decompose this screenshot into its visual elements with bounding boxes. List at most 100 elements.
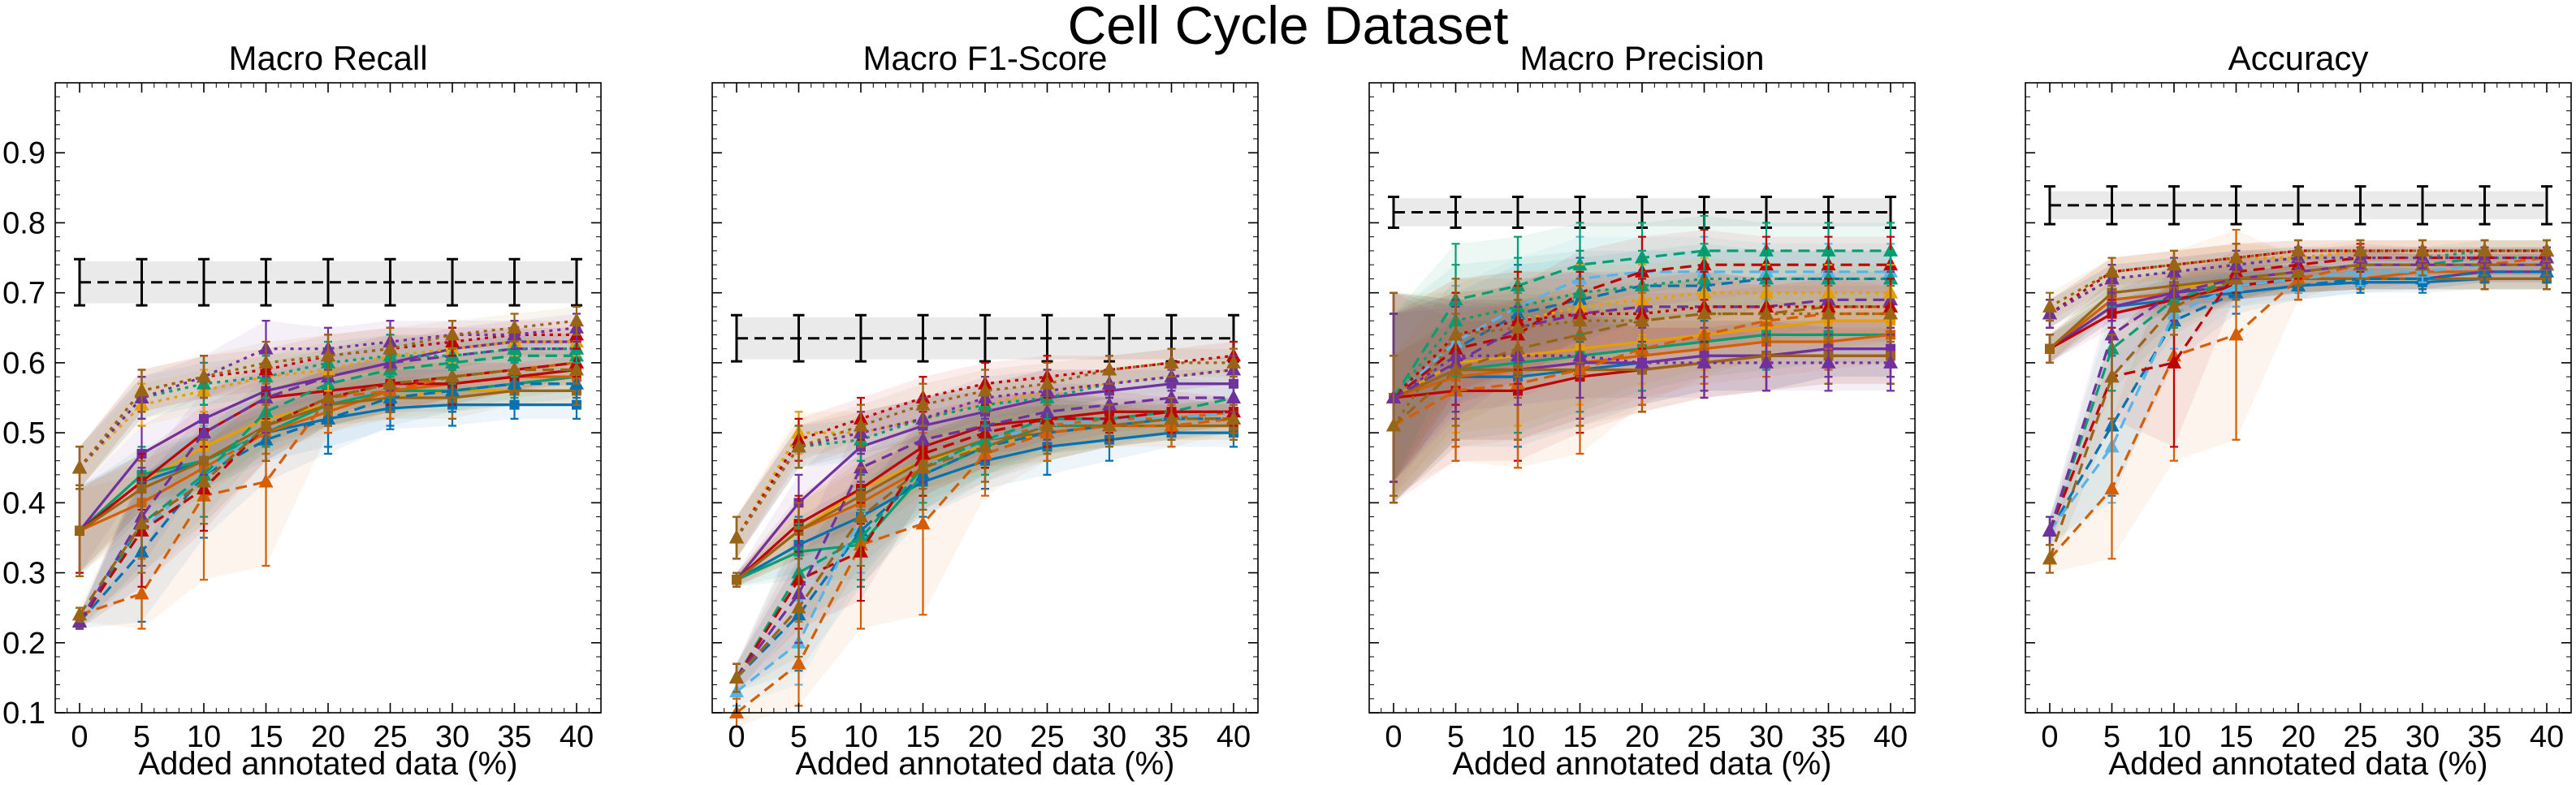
- chart-0-x-axis-label: Added annotated data (%): [138, 746, 517, 782]
- chart-1-series-10-point: [791, 655, 806, 670]
- panel-macro-precision: Macro Precision Added annotated data (%) 0…: [1368, 39, 1916, 782]
- chart-0-y-tick-label: 0.4: [2, 486, 45, 520]
- chart-0-series-12-point: [197, 425, 211, 439]
- chart-0-reference-errorbar: [198, 257, 210, 307]
- chart-1-reference-errorbar: [917, 313, 929, 363]
- chart-3-reference-errorbar: [2168, 185, 2180, 226]
- chart-0-series-13-line: [78, 368, 577, 616]
- chart-3-series-17-line: [2049, 256, 2547, 315]
- chart-1-series-18: [729, 347, 1241, 560]
- macro-f1-score-title: Macro F1-Score: [862, 39, 1107, 77]
- chart-0-series-13-point: [445, 369, 460, 383]
- chart-0-series-10-point: [258, 473, 274, 488]
- chart-0-x-tick-label: 10: [187, 720, 221, 754]
- chart-0-y-tick-label: 0.9: [2, 136, 45, 170]
- chart-3-reference-errorbar: [2541, 185, 2552, 226]
- chart-0-x-tick-label: 20: [311, 720, 345, 754]
- chart-1-series-18-point: [978, 382, 992, 397]
- chart-1-series-18-point: [791, 438, 806, 453]
- chart-1-series-12-point: [1164, 390, 1179, 403]
- chart-2-series-18-point: [1635, 313, 1649, 327]
- chart-0-series-13-point: [72, 606, 87, 621]
- chart-0-x-tick-label: 30: [435, 720, 469, 754]
- chart-0-series-13-point: [134, 515, 149, 530]
- chart-3-series-18-point: [2291, 242, 2306, 257]
- chart-0-x-tick-label: 25: [373, 720, 407, 754]
- chart-0-series-18-point: [321, 347, 335, 362]
- chart-1-series-18-point: [1102, 361, 1117, 376]
- chart-1-series-12-point: [1226, 390, 1241, 403]
- chart-3-reference-errorbar: [2479, 185, 2491, 226]
- chart-2-series-17-point: [1696, 354, 1712, 369]
- chart-0-y-tick-label: 0.3: [2, 557, 45, 591]
- chart-0-series-15-line: [78, 347, 577, 469]
- chart-3-series-18-line: [2049, 249, 2547, 308]
- chart-2-reference-errorbar: [1512, 196, 1524, 229]
- chart-3-series-18-point: [2353, 242, 2368, 257]
- chart-0-reference-errorbar: [447, 257, 458, 307]
- chart-3-reference-errorbar: [2354, 185, 2366, 226]
- chart-1-series-9-line: [735, 396, 1234, 679]
- chart-0-series-18-point: [197, 369, 211, 383]
- chart-1-series-12-point: [854, 459, 868, 474]
- chart-0-reference-errorbar: [74, 257, 85, 307]
- chart-3-series-10-point: [2104, 481, 2120, 495]
- chart-2-series-8-line: [1392, 270, 1891, 399]
- chart-3-series-18-point: [2104, 263, 2120, 278]
- chart-0-y-tick-label: 0.7: [2, 277, 45, 311]
- chart-0-series-16-line: [78, 333, 577, 469]
- chart-1-series-13-point: [915, 459, 931, 474]
- chart-0-series-18-point: [383, 340, 398, 355]
- chart-0-series-9-line: [78, 354, 577, 623]
- chart-2-series-18-line: [1392, 312, 1891, 427]
- chart-2-x-axis-label: Added annotated data (%): [1452, 746, 1831, 782]
- chart-0-y-tick-label: 0.5: [2, 416, 45, 451]
- chart-0-reference-errorbar: [508, 257, 521, 307]
- chart-2-x-tick-label: 20: [1625, 720, 1659, 754]
- chart-0-reference-errorbar: [571, 257, 582, 307]
- chart-0-series-18-point: [134, 382, 149, 397]
- chart-2-series-15-point: [1821, 270, 1836, 285]
- chart-1-series-13-point: [978, 438, 992, 453]
- chart-2-series-18-point: [1572, 313, 1588, 327]
- chart-1-series-13-point: [1226, 410, 1241, 425]
- chart-1-series-18-point: [1039, 375, 1055, 390]
- chart-1-series-18-point: [854, 417, 868, 432]
- chart-3-series-7-line: [2048, 270, 2547, 532]
- chart-3-x-tick-label: 30: [2405, 720, 2440, 754]
- chart-3-series-12-point: [2104, 326, 2120, 341]
- panel-accuracy: Accuracy Added annotated data (%) 0 5 10 15 20…: [2025, 39, 2572, 782]
- chart-2-x-tick-label: 10: [1501, 720, 1535, 754]
- chart-3-series-13-point: [2291, 263, 2306, 278]
- chart-3-reference-errorbar: [2293, 185, 2304, 226]
- macro-recall-title: Macro Recall: [228, 39, 427, 77]
- chart-0-series-18-point: [569, 313, 584, 327]
- chart-1-series-13-point: [1102, 417, 1117, 432]
- chart-3-series-18-point: [2228, 249, 2244, 264]
- chart-2-series-17-point: [1883, 354, 1898, 369]
- chart-3-series-18-point: [2539, 242, 2554, 257]
- chart-0-x-tick-label: 15: [249, 720, 283, 754]
- chart-0-x-tick-label: 0: [71, 720, 88, 754]
- chart-1-x-tick-label: 5: [790, 720, 807, 754]
- chart-3-x-tick-label: 25: [2343, 720, 2377, 754]
- chart-0-series-18-point: [72, 459, 87, 474]
- chart-1-x-tick-label: 25: [1030, 720, 1064, 754]
- chart-1-x-tick-label: 40: [1217, 720, 1251, 754]
- chart-3-series-13-point: [2042, 550, 2057, 565]
- chart-2-x-tick-label: 35: [1811, 720, 1845, 754]
- chart-1-reference-errorbar: [731, 313, 742, 363]
- chart-0-series-6-point: [75, 525, 84, 536]
- chart-0-series-13-point: [197, 473, 211, 488]
- panel-macro-recall: Macro Recall Added annotated data (%) 0 5 10…: [2, 39, 602, 782]
- chart-1-reference-errorbar: [793, 313, 805, 363]
- chart-0-y-tick-label: 0.1: [2, 697, 45, 731]
- chart-0-series-18-point: [258, 354, 274, 369]
- chart-3-x-tick-label: 15: [2219, 720, 2253, 754]
- chart-1-series-13-point: [1164, 410, 1179, 425]
- chart-1-x-axis-label: Added annotated data (%): [795, 746, 1174, 782]
- chart-2-series-18-point: [1821, 305, 1836, 320]
- chart-1-series-12-point: [1102, 396, 1117, 411]
- chart-1-series-6-point: [732, 575, 741, 585]
- chart-3-series-18: [2042, 239, 2554, 322]
